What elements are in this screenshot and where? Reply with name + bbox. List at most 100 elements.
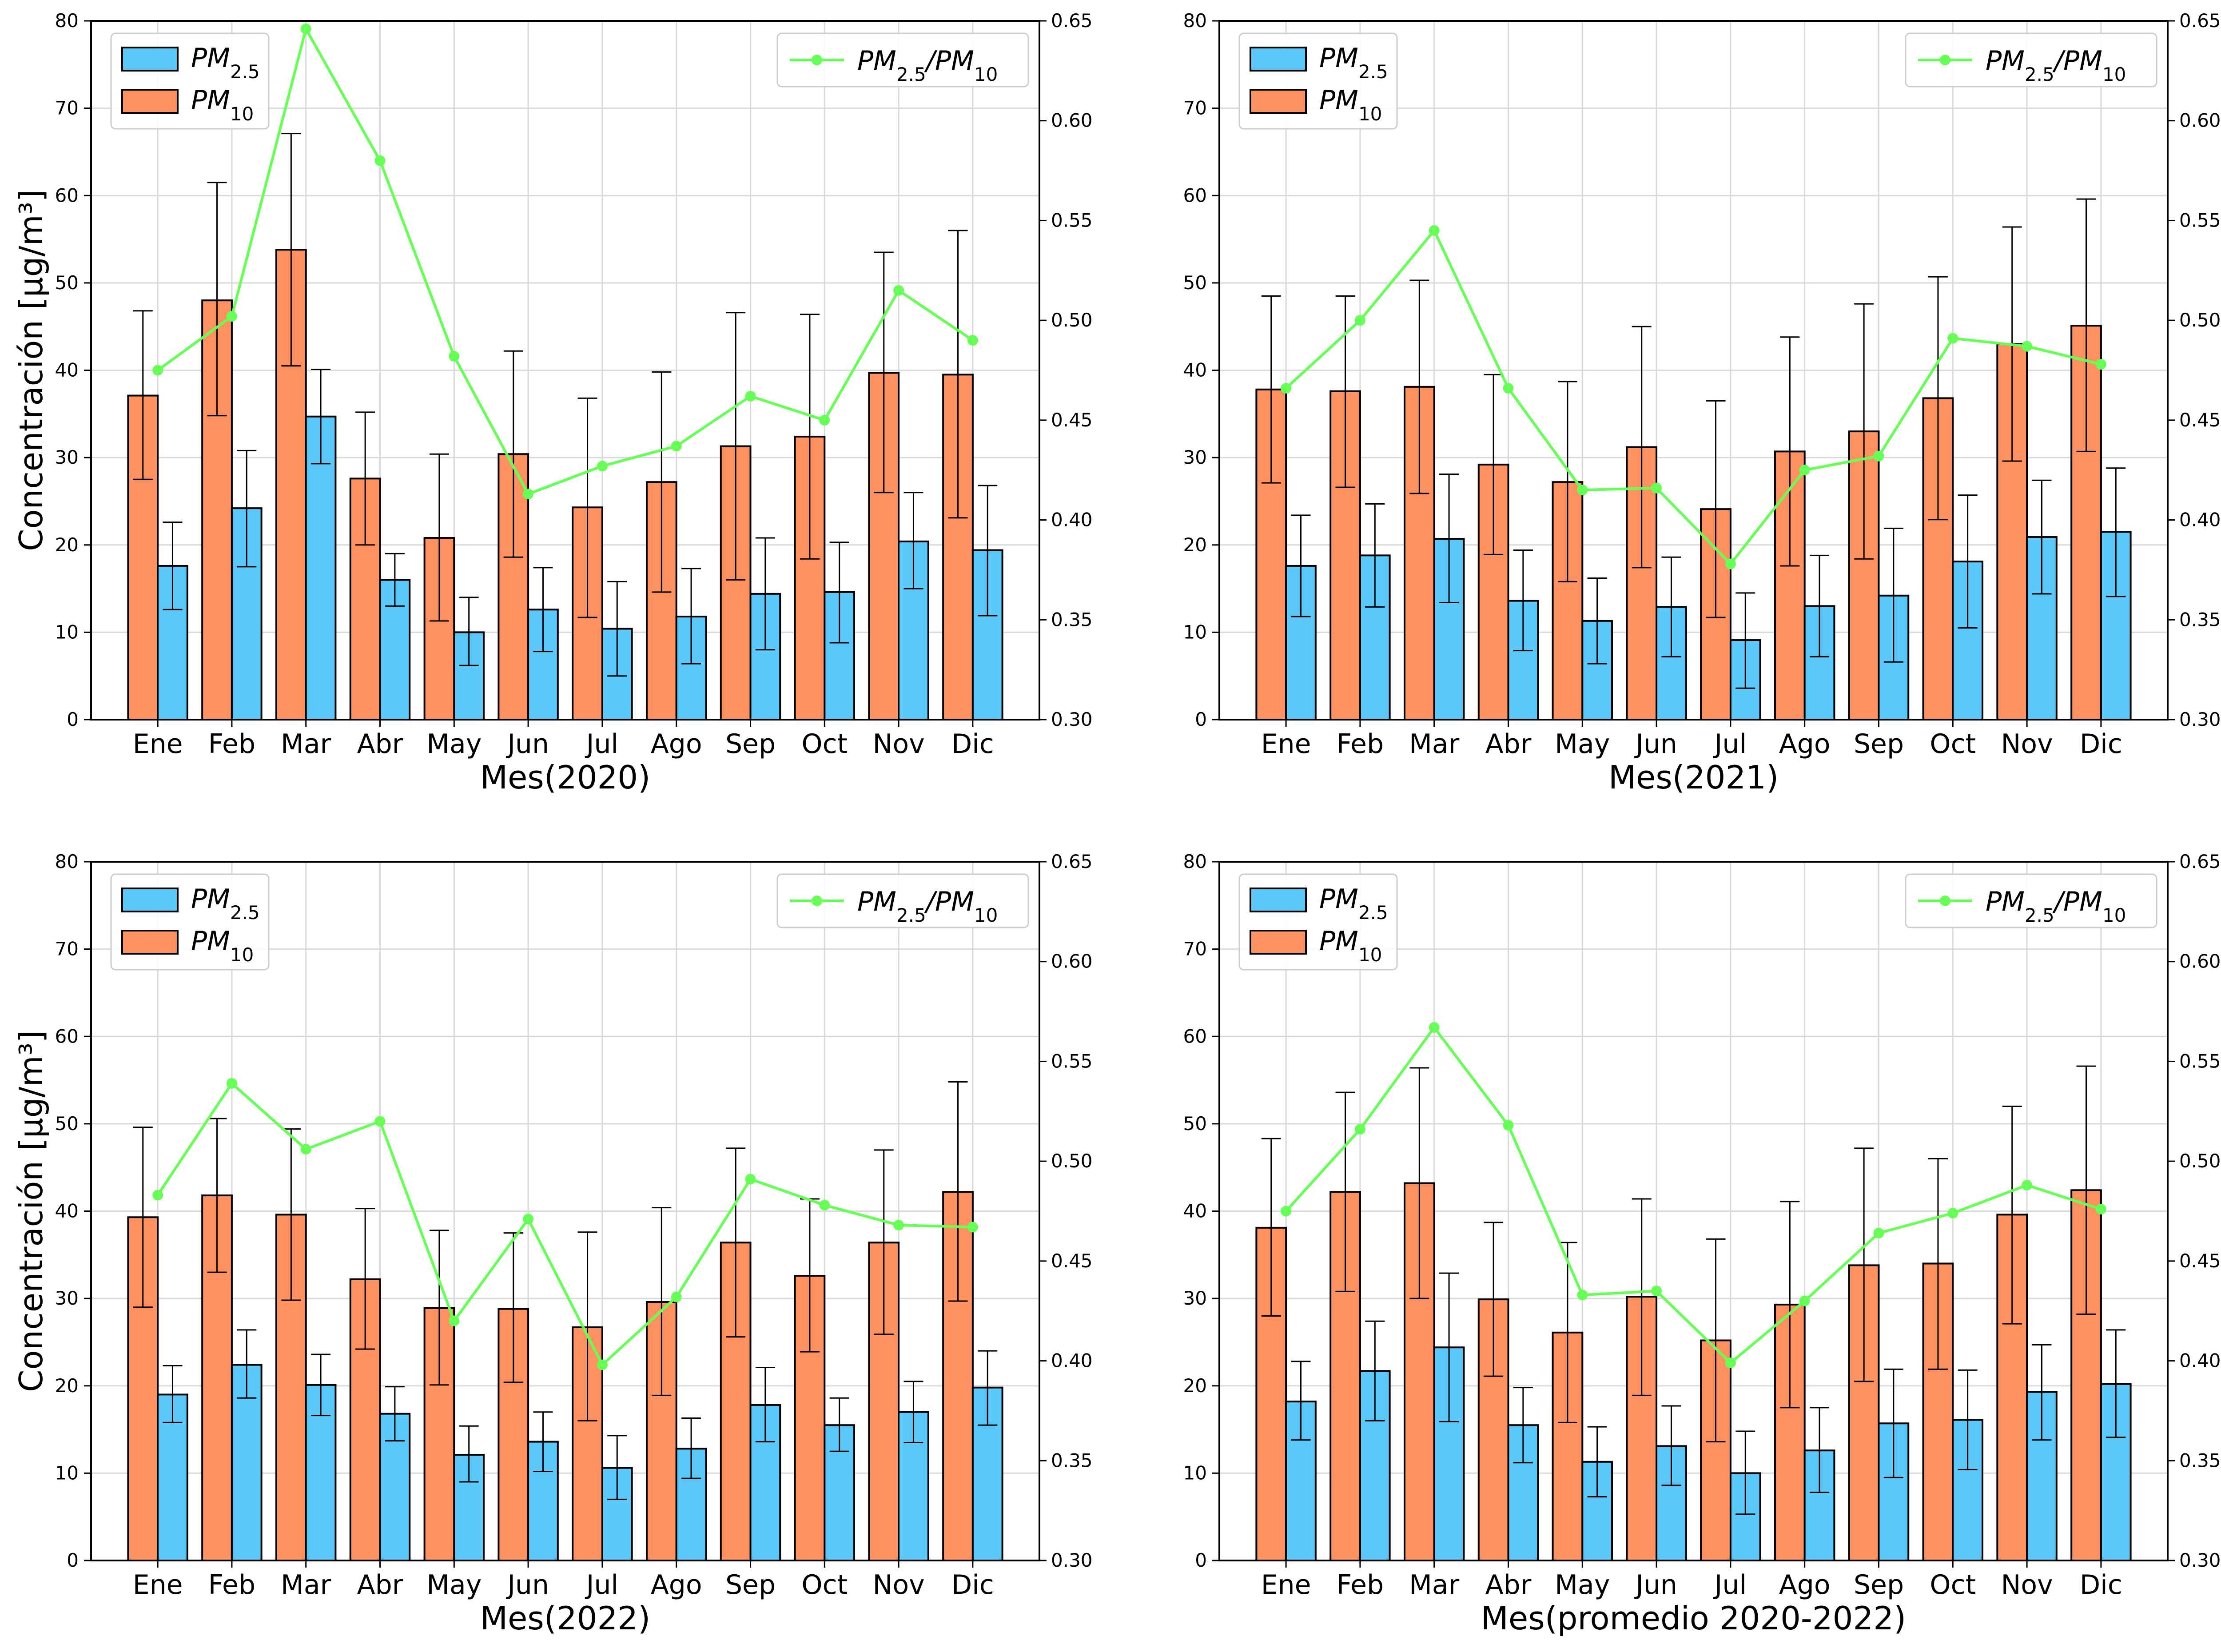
legend-marker-ratio: [812, 896, 822, 906]
error-bar-pm25-Oct: [1958, 494, 1978, 629]
error-bar-pm10-Nov: [874, 1149, 894, 1335]
error-bar-pm10-Dic: [948, 230, 968, 519]
y2-tick-label: 0.60: [1051, 951, 1093, 972]
y2-tick-label: 0.40: [1051, 509, 1093, 531]
y-axis-label: Concentración [μg/m³]: [12, 189, 50, 551]
error-bar-pm10-Mar: [1409, 279, 1429, 494]
ratio-point-Oct: [819, 414, 830, 426]
ratio-line: [156, 1082, 973, 1366]
y2-tick-label: 0.30: [1051, 709, 1093, 730]
error-bar-pm25-Jul: [1735, 1430, 1755, 1515]
y2-tick-label: 0.50: [2179, 1150, 2221, 1172]
legend-label-pm25: PM2.5: [191, 884, 260, 924]
y-tick-label: 40: [55, 1200, 79, 1222]
legend-swatch-pm10: [121, 930, 179, 955]
ratio-point-Mar: [300, 1144, 311, 1155]
error-bar-pm25-Abr: [385, 1386, 405, 1442]
x-tick-label: Abr: [357, 1569, 403, 1600]
ratio-point-Abr: [374, 155, 386, 166]
error-bar-pm25-Oct: [1958, 1369, 1978, 1471]
error-bar-pm10-Feb: [207, 1118, 227, 1273]
ratio-point-Feb: [1354, 315, 1365, 326]
chart-panel-4: 0 10 20 30 40 50 60 70 80 0.30 0.35 0.40 0.45 0.50 0.5…: [1183, 851, 2221, 1637]
x-tick-label: Ago: [1779, 728, 1831, 760]
error-bar-pm25-May: [1587, 1426, 1607, 1497]
legend-box: [776, 32, 1029, 88]
legend-marker-ratio: [1940, 896, 1950, 906]
error-bar-pm25-Jun: [1661, 1405, 1681, 1486]
error-bar-pm25-Sep: [755, 537, 775, 651]
error-bar-pm25-Jul: [607, 581, 627, 677]
ratio-point-Sep: [745, 390, 756, 402]
y2-tick-label: 0.40: [2179, 509, 2221, 531]
error-bar-pm25-Feb: [1365, 503, 1385, 608]
y2-tick-label: 0.50: [2179, 309, 2221, 331]
x-tick-label: Jul: [585, 1569, 618, 1600]
legend-swatch-pm25: [1250, 888, 1307, 912]
x-tick-label: Mar: [281, 728, 331, 760]
x-tick-label: Dic: [951, 1569, 994, 1600]
y2-tick-label: 0.65: [2179, 851, 2221, 872]
error-bar-pm10-Dic: [948, 1081, 968, 1302]
error-bar-pm25-Jul: [1735, 592, 1755, 689]
legend-swatch-pm25: [1250, 47, 1307, 72]
error-bar-pm25-Ene: [1291, 1361, 1311, 1441]
y-tick-label: 20: [55, 534, 79, 556]
x-tick-label: Ago: [651, 728, 702, 760]
legend-box: [776, 873, 1029, 928]
ratio-point-Jul: [597, 461, 608, 472]
y2-tick-label: 0.55: [2179, 1050, 2221, 1072]
y2-tick-label: 0.35: [2179, 609, 2221, 630]
y-tick-label: 0: [1195, 1549, 1207, 1571]
error-bar-pm25-Sep: [755, 1366, 775, 1443]
ratio-line: [1285, 229, 2102, 565]
y-tick-label: 10: [55, 1462, 79, 1484]
ratio-point-Jun: [1651, 482, 1662, 494]
ratio-point-Jun: [523, 1214, 534, 1225]
bar-pm10-Ene: [127, 1216, 159, 1561]
error-bar-pm25-Feb: [1365, 1320, 1385, 1421]
y-tick-label: 30: [1183, 1287, 1207, 1309]
x-tick-label: Ene: [133, 1569, 183, 1600]
y2-tick-label: 0.40: [2179, 1350, 2221, 1372]
legend-right: PM2.5/PM10: [1905, 873, 2157, 928]
error-bar-pm25-Abr: [1513, 549, 1533, 652]
y2-tick-label: 0.65: [2179, 10, 2221, 32]
ratio-point-Nov: [893, 1219, 904, 1230]
x-tick-label: Oct: [1930, 728, 1976, 760]
x-tick-label: Ene: [1261, 1569, 1311, 1600]
error-bar-pm25-Mar: [311, 1353, 331, 1417]
ratio-point-May: [1577, 1290, 1588, 1301]
legend-box: [1905, 873, 2157, 928]
ratio-point-Sep: [1873, 1227, 1884, 1238]
error-bar-pm10-Mar: [281, 133, 301, 367]
error-bar-pm10-Ene: [1261, 1138, 1281, 1317]
ratio-point-Ene: [1281, 1206, 1292, 1217]
ratio-point-Feb: [226, 311, 237, 322]
error-bar-pm25-Nov: [904, 1381, 923, 1444]
x-tick-label: May: [1555, 1569, 1610, 1600]
ratio-series: [1281, 1022, 2106, 1369]
error-bar-pm10-May: [429, 453, 449, 622]
x-tick-label: Abr: [1485, 1569, 1532, 1600]
chart-panel-1: 0 10 20 30 40 50 60 70 80 0.30 0.35 0.40 0.45 0.50 0.5…: [12, 10, 1093, 796]
error-bar-pm10-May: [429, 1230, 449, 1386]
y-axis-right: 0.30 0.35 0.40 0.45 0.50 0.55 0.60 0.65: [2168, 10, 2221, 730]
y-tick-label: 60: [55, 184, 79, 206]
error-bar-pm10-Sep: [1854, 303, 1874, 560]
y-axis-right: 0.30 0.35 0.40 0.45 0.50 0.55 0.60 0.65: [1039, 851, 1093, 1571]
y2-tick-label: 0.55: [1051, 209, 1093, 231]
error-bar-pm10-May: [1557, 381, 1577, 582]
ratio-point-May: [449, 351, 460, 362]
ratio-point-Jun: [523, 489, 534, 500]
y2-tick-label: 0.55: [2179, 209, 2221, 231]
error-bar-pm25-Dic: [2106, 1329, 2126, 1438]
y-tick-label: 80: [55, 851, 79, 872]
ratio-point-Ene: [152, 1190, 163, 1201]
ratio-point-Mar: [1429, 225, 1440, 236]
error-bar-pm10-Ene: [1261, 295, 1281, 484]
x-tick-label: Feb: [1337, 728, 1384, 760]
